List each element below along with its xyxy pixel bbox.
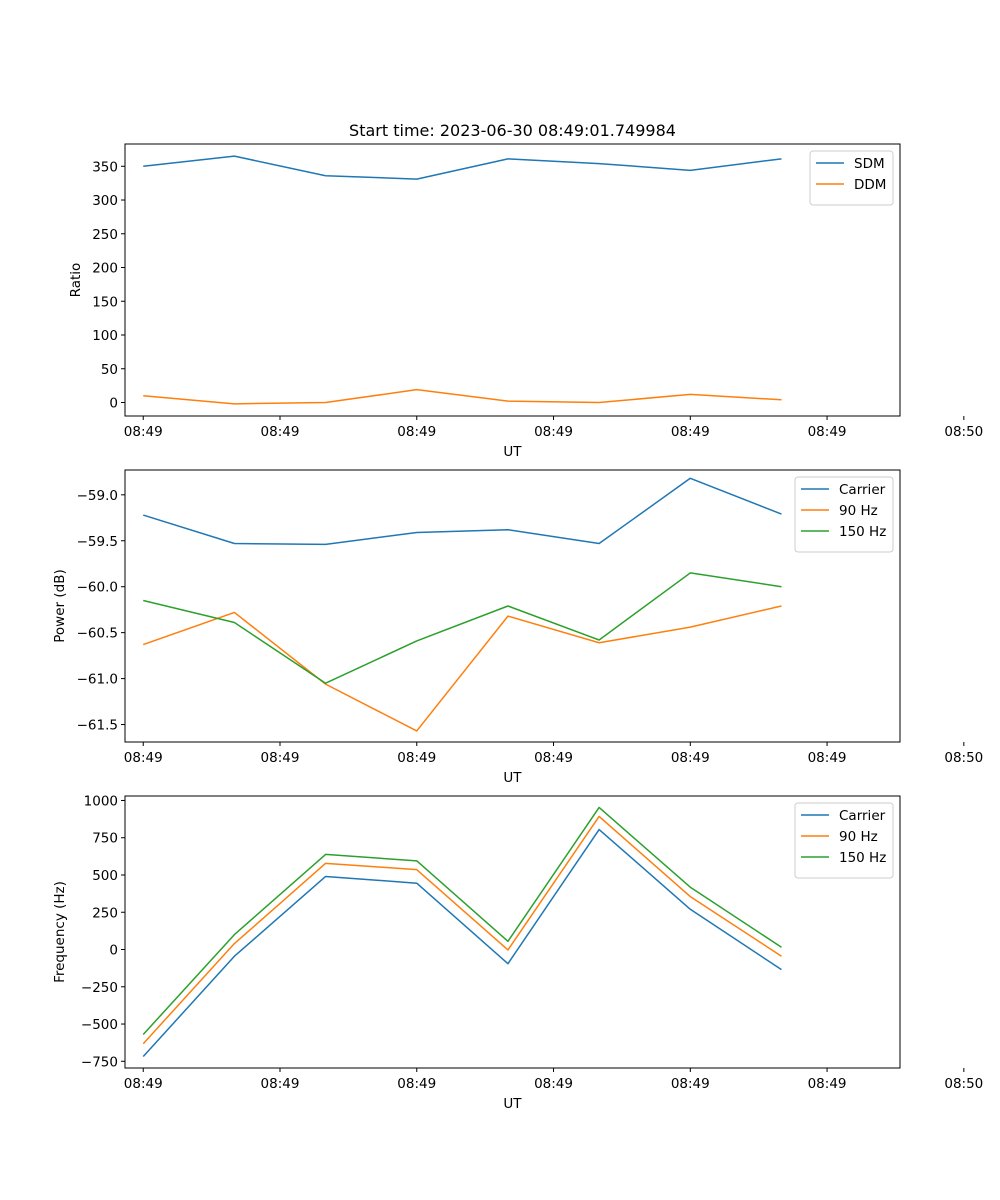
series-line-150-hz	[142, 806, 782, 1035]
y-axis-label: Ratio	[68, 263, 84, 298]
x-tick-label: 08:50	[944, 1076, 983, 1092]
legend: SDM DDM	[809, 150, 894, 206]
legend-label: 150 Hz	[839, 524, 886, 540]
legend-label: 90 Hz	[839, 829, 878, 845]
y-tick-label: 100	[92, 328, 118, 344]
chart-title: Start time: 2023-06-30 08:49:01.749984	[349, 121, 676, 140]
plot-frame	[124, 795, 901, 1069]
y-tick-label: 0	[109, 943, 118, 959]
y-tick-label: 50	[101, 362, 118, 378]
y-tick-label: 300	[92, 193, 118, 209]
y-tick-label: −250	[81, 980, 118, 996]
x-tick-label: 08:49	[261, 1076, 300, 1092]
series-line-90-hz	[142, 605, 782, 732]
y-tick-label: 750	[92, 831, 118, 847]
y-tick-label: 1000	[84, 793, 118, 809]
y-tick-label: 500	[92, 868, 118, 884]
panel-1: 08:49 08:49 08:49 08:49 08:49 08:49 08:50 0 50 10…	[68, 143, 983, 460]
y-tick-label: 0	[109, 396, 118, 412]
x-tick-label: 08:49	[397, 750, 436, 766]
panels: 08:49 08:49 08:49 08:49 08:49 08:49 08:50 0 50 10…	[52, 143, 983, 1112]
y-tick-label: −60.0	[77, 580, 118, 596]
x-tick-label: 08:49	[671, 750, 710, 766]
y-axis-label: Power (dB)	[52, 569, 68, 642]
series-line-150-hz	[143, 572, 782, 684]
x-tick-label: 08:49	[808, 750, 847, 766]
panel-3: 08:49 08:49 08:49 08:49 08:49 08:49 08:50 1000 7…	[52, 793, 983, 1112]
x-tick-label: 08:49	[808, 1076, 847, 1092]
y-axis-label: Frequency (Hz)	[52, 881, 68, 983]
y-tick-label: −61.5	[77, 718, 118, 734]
plot-frame	[124, 143, 901, 417]
y-tick-label: −500	[81, 1017, 118, 1033]
y-tick-label: −59.0	[77, 488, 118, 504]
y-tick-label: −750	[81, 1054, 118, 1070]
x-tick-label: 08:49	[397, 424, 436, 440]
series-line-90-hz	[142, 815, 782, 1045]
x-tick-label: 08:50	[944, 750, 983, 766]
legend-box	[794, 476, 894, 553]
series-line-carrier	[142, 828, 782, 1058]
y-tick-label: −61.0	[77, 672, 118, 688]
y-tick-label: 150	[92, 294, 118, 310]
x-tick-label: 08:49	[534, 750, 573, 766]
legend-label: DDM	[854, 177, 886, 193]
legend: Carrier 90 Hz 150 Hz	[794, 802, 894, 879]
panel-2: 08:49 08:49 08:49 08:49 08:49 08:49 08:50 −59.0…	[52, 469, 983, 786]
y-tick-label: −59.5	[77, 534, 118, 550]
x-tick-label: 08:50	[944, 424, 983, 440]
x-tick-label: 08:49	[808, 424, 847, 440]
x-tick-label: 08:49	[124, 750, 163, 766]
legend-label: Carrier	[839, 808, 886, 824]
x-tick-label: 08:49	[124, 424, 163, 440]
legend-box	[794, 802, 894, 879]
x-tick-label: 08:49	[671, 424, 710, 440]
legend-label: Carrier	[839, 482, 886, 498]
series-line-carrier	[143, 477, 782, 546]
legend-label: SDM	[854, 156, 885, 172]
x-tick-label: 08:49	[261, 424, 300, 440]
legend-label: 90 Hz	[839, 503, 878, 519]
x-tick-label: 08:49	[124, 1076, 163, 1092]
y-tick-label: −60.5	[77, 626, 118, 642]
y-tick-label: 350	[92, 159, 118, 175]
x-tick-label: 08:49	[534, 1076, 573, 1092]
legend-label: 150 Hz	[839, 850, 886, 866]
y-tick-label: 200	[92, 261, 118, 277]
y-tick-label: 250	[92, 227, 118, 243]
series-line-sdm	[143, 155, 782, 180]
legend-box	[809, 150, 894, 206]
x-tick-label: 08:49	[671, 1076, 710, 1092]
y-tick-label: 250	[92, 905, 118, 921]
x-axis-label: UT	[503, 444, 522, 460]
plot-frame	[124, 469, 901, 743]
x-tick-label: 08:49	[397, 1076, 436, 1092]
series-line-ddm	[143, 388, 782, 405]
x-axis-label: UT	[503, 770, 522, 786]
legend: Carrier 90 Hz 150 Hz	[794, 476, 894, 553]
x-tick-label: 08:49	[534, 424, 573, 440]
x-axis-label: UT	[503, 1096, 522, 1112]
x-tick-label: 08:49	[261, 750, 300, 766]
